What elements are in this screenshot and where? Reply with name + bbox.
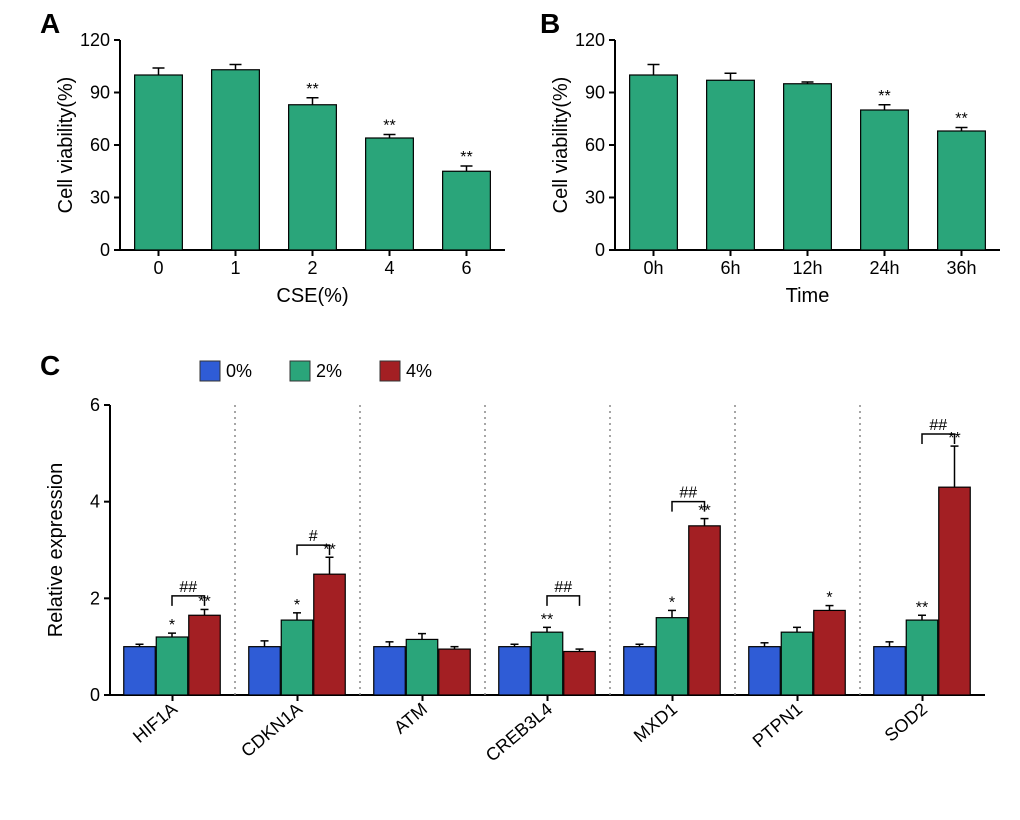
- svg-text:##: ##: [179, 579, 197, 596]
- svg-text:6h: 6h: [720, 258, 740, 278]
- svg-text:0h: 0h: [643, 258, 663, 278]
- svg-text:Cell viability(%): Cell viability(%): [55, 77, 77, 214]
- svg-text:12h: 12h: [792, 258, 822, 278]
- svg-text:Relative expression: Relative expression: [45, 463, 67, 638]
- svg-text:**: **: [306, 81, 318, 98]
- bar: [124, 647, 156, 695]
- svg-text:Time: Time: [786, 285, 830, 307]
- svg-text:120: 120: [575, 30, 605, 50]
- svg-text:#: #: [309, 528, 318, 545]
- bar: [656, 618, 688, 695]
- bar: [906, 620, 938, 695]
- svg-text:30: 30: [90, 188, 110, 208]
- bar: [874, 647, 906, 695]
- svg-text:*: *: [669, 594, 675, 611]
- bar: [707, 80, 755, 250]
- svg-text:36h: 36h: [946, 258, 976, 278]
- svg-text:0: 0: [153, 258, 163, 278]
- legend-label: 4%: [406, 361, 432, 381]
- bar: [281, 620, 313, 695]
- bar: [289, 105, 337, 250]
- svg-text:**: **: [916, 599, 928, 616]
- svg-text:*: *: [826, 590, 832, 607]
- svg-text:**: **: [878, 88, 890, 105]
- bar: [135, 75, 183, 250]
- svg-text:MXD1: MXD1: [630, 699, 681, 746]
- svg-text:24h: 24h: [869, 258, 899, 278]
- svg-text:Cell viability(%): Cell viability(%): [550, 77, 572, 214]
- svg-text:1: 1: [230, 258, 240, 278]
- svg-text:CDKN1A: CDKN1A: [237, 699, 306, 761]
- bar: [499, 647, 531, 695]
- legend-label: 0%: [226, 361, 252, 381]
- bar: [781, 632, 813, 695]
- bar: [531, 632, 563, 695]
- legend-swatch: [200, 361, 220, 381]
- bar: [249, 647, 281, 695]
- bar: [189, 615, 221, 695]
- svg-text:6: 6: [90, 395, 100, 415]
- svg-text:60: 60: [90, 135, 110, 155]
- svg-text:0: 0: [90, 685, 100, 705]
- svg-text:6: 6: [461, 258, 471, 278]
- bar: [366, 138, 414, 250]
- svg-text:**: **: [955, 111, 967, 128]
- bar: [314, 574, 346, 695]
- svg-text:PTPN1: PTPN1: [749, 699, 806, 752]
- svg-text:##: ##: [554, 579, 572, 596]
- svg-text:**: **: [383, 118, 395, 135]
- panel-c-chart: 0246Relative expression***##HIF1A***#CDK…: [40, 355, 1000, 805]
- bar: [630, 75, 678, 250]
- bar: [212, 70, 260, 250]
- svg-text:*: *: [169, 617, 175, 634]
- svg-text:2: 2: [307, 258, 317, 278]
- bar: [814, 610, 846, 695]
- svg-text:ATM: ATM: [390, 699, 431, 738]
- legend-swatch: [290, 361, 310, 381]
- svg-text:120: 120: [80, 30, 110, 50]
- svg-text:4: 4: [90, 492, 100, 512]
- bar: [564, 652, 596, 696]
- bar: [939, 487, 971, 695]
- panel-a-chart: 0 30 60 90 120 Cell viability(%) 0 1 ** 2 ** 4 ** 6 CS…: [50, 20, 520, 320]
- svg-text:4: 4: [384, 258, 394, 278]
- bar: [439, 649, 471, 695]
- bar: [749, 647, 781, 695]
- svg-text:30: 30: [585, 188, 605, 208]
- bar: [784, 84, 832, 250]
- svg-text:CSE(%): CSE(%): [276, 285, 348, 307]
- bar: [406, 639, 438, 695]
- svg-text:60: 60: [585, 135, 605, 155]
- svg-text:**: **: [541, 611, 553, 628]
- bar: [689, 526, 721, 695]
- bar: [938, 131, 986, 250]
- svg-text:**: **: [460, 149, 472, 166]
- bar: [374, 647, 406, 695]
- svg-text:##: ##: [929, 417, 947, 434]
- bar: [624, 647, 656, 695]
- legend-label: 2%: [316, 361, 342, 381]
- svg-text:0: 0: [595, 240, 605, 260]
- svg-text:CREB3L4: CREB3L4: [482, 699, 556, 766]
- svg-text:2: 2: [90, 588, 100, 608]
- svg-text:HIF1A: HIF1A: [129, 699, 181, 747]
- panel-b-chart: 0 30 60 90 120 Cell viability(%) 0h 6h 12h ** 24h *…: [545, 20, 1015, 320]
- bar: [156, 637, 188, 695]
- legend-swatch: [380, 361, 400, 381]
- svg-text:SOD2: SOD2: [881, 699, 931, 746]
- svg-text:90: 90: [585, 83, 605, 103]
- svg-text:*: *: [294, 597, 300, 614]
- bar: [443, 171, 491, 250]
- svg-text:0: 0: [100, 240, 110, 260]
- bar: [861, 110, 909, 250]
- svg-text:90: 90: [90, 83, 110, 103]
- svg-text:##: ##: [679, 485, 697, 502]
